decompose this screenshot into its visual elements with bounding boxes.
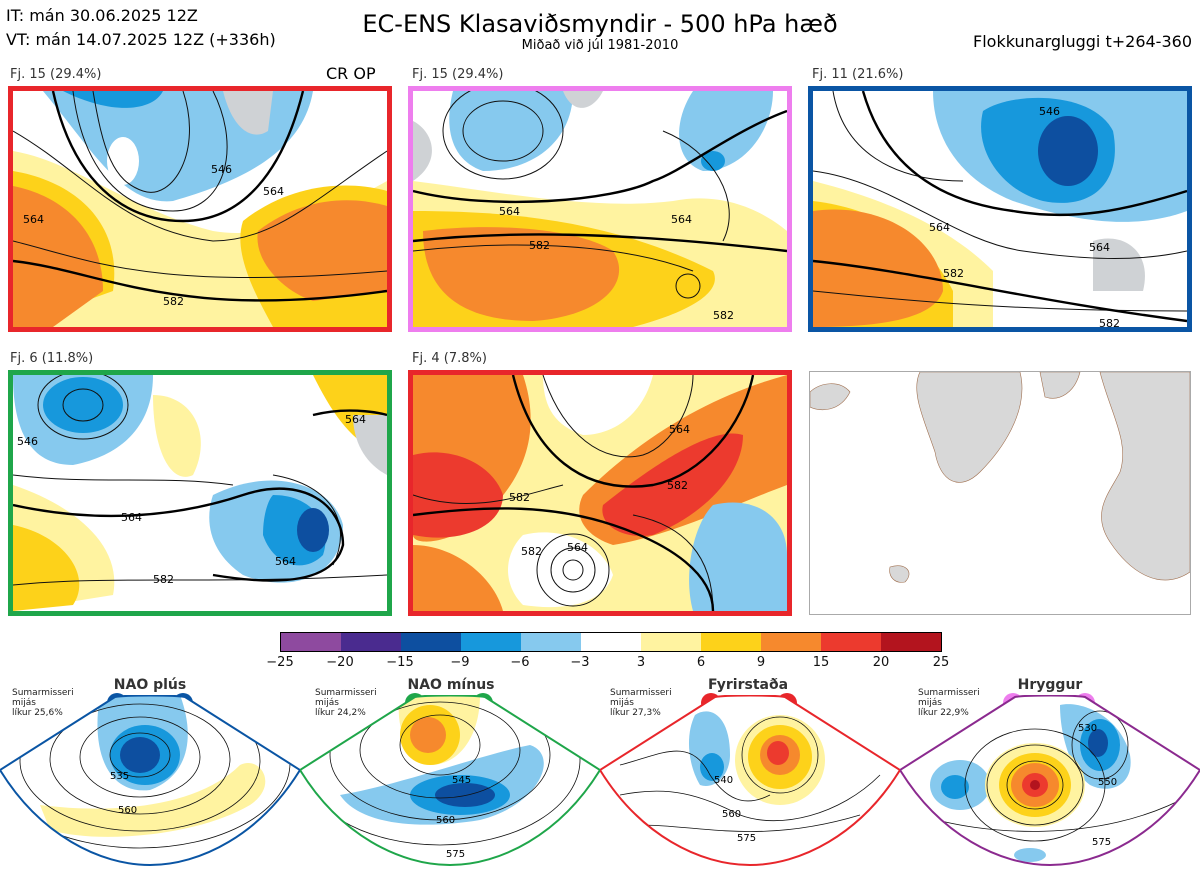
colorbar-tick: 20 xyxy=(872,655,890,670)
panel-3-contour-e: 582 xyxy=(1099,317,1120,327)
panel-3-contour-a: 546 xyxy=(1039,105,1060,118)
regime-4-title: Hryggur xyxy=(1017,677,1083,693)
colorbar-segment xyxy=(581,633,641,651)
colorbar-tick: −6 xyxy=(510,655,530,670)
colorbar-segment xyxy=(401,633,461,651)
colorbar-tick: 25 xyxy=(932,655,950,670)
cluster-panel-5: 564 582 582 564 582 xyxy=(408,370,792,616)
cluster-panel-3: 546 564 582 564 582 xyxy=(808,86,1192,332)
colorbar-segment xyxy=(701,633,761,651)
colorbar-segment xyxy=(881,633,941,651)
panel-5-contour-b: 582 xyxy=(509,491,530,504)
panel-5-contour-d: 564 xyxy=(567,541,588,554)
colorbar-segment xyxy=(341,633,401,651)
panel-5-contour-a: 564 xyxy=(669,423,690,436)
panel-3-contour-c: 582 xyxy=(943,267,964,280)
regime-4-note: Sumarmisseri mijás líkur 22,9% xyxy=(918,688,980,718)
regime-1-note: Sumarmisseri mijás líkur 25,6% xyxy=(12,688,74,718)
panel-1-label: Fj. 15 (29.4%) xyxy=(10,67,102,82)
colorbar-tick: −9 xyxy=(450,655,470,670)
svg-text:535: 535 xyxy=(110,771,129,782)
panel-2-label: Fj. 15 (29.4%) xyxy=(412,67,504,82)
regime-3-title: Fyrirstaða xyxy=(707,677,789,693)
regime-2-title: NAO mínus xyxy=(407,677,495,693)
cluster-panel-4: 564 564 582 546 564 xyxy=(8,370,392,616)
svg-text:545: 545 xyxy=(452,775,471,786)
svg-text:560: 560 xyxy=(118,805,137,816)
svg-text:575: 575 xyxy=(737,833,756,844)
panel-4-contour-e: 564 xyxy=(345,413,366,426)
chart-subtitle: Miðað við júl 1981-2010 xyxy=(521,38,679,53)
colorbar-segment xyxy=(641,633,701,651)
window-label: Flokkunargluggi t+264-360 xyxy=(973,32,1192,51)
colorbar-tick: 15 xyxy=(812,655,830,670)
panel-4-contour-d: 546 xyxy=(17,435,38,448)
panel-2-contour-c: 564 xyxy=(671,213,692,226)
panel-4-contour-c: 582 xyxy=(153,573,174,586)
panel-5-contour-e: 582 xyxy=(521,545,542,558)
panel-1-tag: CR OP xyxy=(326,64,376,83)
svg-text:530: 530 xyxy=(1078,723,1097,734)
colorbar-tick: −20 xyxy=(326,655,354,670)
empty-map-panel xyxy=(809,371,1191,615)
panel-1-contour-a: 546 xyxy=(211,163,232,176)
regime-2-note: Sumarmisseri mijás líkur 24,2% xyxy=(315,688,377,718)
svg-text:560: 560 xyxy=(436,815,455,826)
svg-text:575: 575 xyxy=(446,849,465,860)
panel-4-contour-a: 564 xyxy=(121,511,142,524)
panel-2-contour-b: 582 xyxy=(529,239,550,252)
regime-1-map: 535 560 xyxy=(0,695,300,867)
colorbar-segment xyxy=(521,633,581,651)
regime-4-map: 530 550 575 xyxy=(900,695,1200,867)
panel-1-contour-b: 564 xyxy=(263,185,284,198)
colorbar-tick: 6 xyxy=(696,655,706,670)
chart-title: EC-ENS Klasaviðsmyndir - 500 hPa hæð xyxy=(362,10,838,38)
panel-5-label: Fj. 4 (7.8%) xyxy=(412,351,487,366)
panel-3-contour-d: 564 xyxy=(1089,241,1110,254)
colorbar-tick: −15 xyxy=(386,655,414,670)
init-time: IT: mán 30.06.2025 12Z xyxy=(6,6,198,25)
panel-2-contour-a: 564 xyxy=(499,205,520,218)
colorbar-tick: −3 xyxy=(570,655,590,670)
colorbar-segment xyxy=(761,633,821,651)
colorbar-segment xyxy=(461,633,521,651)
panel-5-contour-c: 582 xyxy=(667,479,688,492)
colorbar xyxy=(280,632,942,652)
colorbar-tick: 3 xyxy=(636,655,646,670)
panel-3-label: Fj. 11 (21.6%) xyxy=(812,67,904,82)
regime-2-map: 545 560 575 xyxy=(300,695,600,867)
panel-4-contour-b: 564 xyxy=(275,555,296,568)
svg-text:575: 575 xyxy=(1092,837,1111,848)
cluster-panel-2: 564 582 564 582 xyxy=(408,86,792,332)
colorbar-tick: 9 xyxy=(756,655,766,670)
regime-1-title: NAO plús xyxy=(113,677,187,693)
svg-text:550: 550 xyxy=(1098,777,1117,788)
regime-3-note: Sumarmisseri mijás líkur 27,3% xyxy=(610,688,672,718)
panel-1-contour-c: 564 xyxy=(23,213,44,226)
panel-4-label: Fj. 6 (11.8%) xyxy=(10,351,94,366)
regime-3-map: 540 560 575 xyxy=(600,695,900,867)
svg-text:560: 560 xyxy=(722,809,741,820)
panel-1-contour-d: 582 xyxy=(163,295,184,308)
panel-2-contour-d: 582 xyxy=(713,309,734,322)
panel-3-contour-b: 564 xyxy=(929,221,950,234)
colorbar-segment xyxy=(281,633,341,651)
colorbar-segment xyxy=(821,633,881,651)
cluster-panel-1: 546 564 564 582 xyxy=(8,86,392,332)
svg-text:540: 540 xyxy=(714,775,733,786)
colorbar-tick: −25 xyxy=(266,655,294,670)
valid-time: VT: mán 14.07.2025 12Z (+336h) xyxy=(6,30,276,49)
